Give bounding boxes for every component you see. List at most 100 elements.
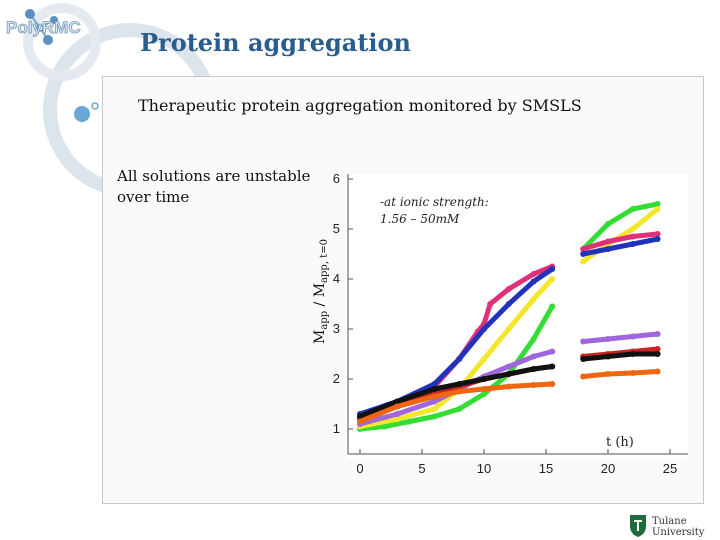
y-tick-label-1: 2 [333, 371, 340, 386]
series-green-point-0-1 [381, 423, 388, 430]
x-tick-label-1: 5 [418, 461, 425, 476]
x-tick-label-0: 0 [356, 461, 363, 476]
deco-dot-left [74, 106, 90, 122]
slide-subtitle: Therapeutic protein aggregation monitore… [138, 96, 582, 115]
series-purple-line-1 [580, 331, 661, 344]
series-orange-point-0-3 [456, 388, 463, 395]
y-tick-label-4: 5 [333, 221, 340, 236]
series-blue-point-1-2 [629, 241, 636, 247]
chart-annotation-line-2: 1.56 – 50mM [380, 212, 460, 226]
x-tick-label-2: 10 [477, 461, 491, 476]
series-purple-point-0-2 [431, 398, 438, 405]
series-red-point-1-3 [654, 346, 661, 352]
series-green-point-1-2 [629, 206, 636, 212]
x-tick-label-3: 15 [539, 461, 553, 476]
series-black-point-1-1 [605, 353, 611, 360]
series-yellow-point-0-6 [530, 296, 537, 302]
series-blue-point-1-0 [580, 251, 587, 257]
series-magenta-point-1-0 [580, 246, 587, 252]
note-text: All solutions are unstable over time [117, 166, 317, 208]
series-layer [357, 201, 661, 432]
series-green-point-0-7 [530, 336, 537, 342]
y-axis-label: Mapp / Mapp, t=0 [312, 239, 330, 344]
series-blue-point-0-2 [431, 381, 438, 387]
series-purple-point-0-6 [530, 353, 537, 360]
series-purple-point-1-1 [605, 336, 611, 342]
series-yellow-point-1-2 [629, 226, 636, 232]
series-magenta-point-1-1 [605, 238, 611, 245]
y-tick-label-3: 4 [333, 271, 340, 286]
axis-ticks: 0 5 10 15 20 25 1 2 3 4 5 6 [333, 171, 677, 476]
series-purple-point-0-7 [549, 348, 556, 355]
series-magenta-point-0-7 [505, 286, 512, 292]
series-orange-point-1-0 [580, 373, 587, 380]
note-line-2: over time [117, 188, 190, 206]
y-label-mid: / M [312, 283, 328, 311]
y-tick-label-5: 6 [333, 171, 340, 186]
series-black-point-1-2 [629, 351, 636, 357]
series-yellow-point-0-2 [431, 406, 438, 412]
polyrmc-logo: PolyRMC [6, 9, 81, 45]
series-blue-point-0-7 [549, 266, 556, 272]
series-green-point-0-4 [456, 406, 463, 412]
series-green-point-1-1 [605, 221, 611, 227]
series-orange-point-0-4 [481, 386, 487, 392]
series-black-line-0 [357, 364, 555, 419]
series-yellow-point-0-5 [505, 326, 512, 332]
tulane-logo-line-2: University [652, 527, 705, 538]
series-green-point-0-5 [481, 391, 487, 397]
deco-dot-small [91, 102, 99, 110]
series-blue-point-0-4 [481, 326, 487, 332]
series-orange-point-1-1 [605, 371, 611, 377]
deco-ring-small [23, 3, 101, 81]
series-black [357, 351, 661, 420]
y-label-main: M [312, 330, 328, 344]
series-orange-line-1 [580, 369, 661, 379]
series-orange [357, 368, 661, 425]
series-blue-point-1-1 [605, 246, 611, 252]
series-magenta-point-1-3 [654, 231, 661, 237]
molecule-icon [25, 9, 58, 45]
series-green-point-0-3 [431, 413, 438, 420]
series-blue-line-1 [580, 236, 661, 257]
series-magenta-point-0-8 [530, 271, 537, 277]
series-yellow-point-0-1 [394, 416, 401, 422]
series-magenta-point-0-6 [487, 301, 494, 307]
note-line-1: All solutions are unstable [117, 167, 311, 185]
series-orange-point-1-2 [629, 370, 636, 376]
series-purple-point-0-5 [505, 363, 512, 370]
series-yellow-point-0-4 [481, 356, 487, 362]
series-black-point-1-3 [654, 351, 661, 357]
series-black-point-0-6 [530, 366, 537, 372]
series-orange-line-0 [357, 381, 555, 424]
series-orange-point-1-3 [654, 368, 661, 375]
y-label-sub-1: app [319, 311, 330, 330]
series-orange-point-0-1 [394, 403, 401, 410]
series-blue-point-0-3 [456, 356, 463, 362]
aggregation-chart: 0 5 10 15 20 25 1 2 3 4 5 6 -at ionic strength: 1.5… [312, 171, 688, 476]
series-black-point-0-5 [505, 371, 512, 377]
y-tick-label-2: 3 [333, 321, 340, 336]
series-yellow-point-1-3 [654, 206, 661, 212]
series-black-point-0-4 [481, 376, 487, 382]
series-black-point-0-0 [357, 413, 363, 420]
y-tick-label-0: 1 [333, 421, 340, 436]
series-orange-point-0-6 [530, 382, 537, 388]
series-black-point-0-1 [394, 398, 401, 405]
series-blue-point-0-6 [530, 278, 537, 285]
series-orange-point-0-5 [505, 383, 512, 390]
x-axis-label: t (h) [606, 435, 634, 450]
series-blue-point-0-5 [505, 301, 512, 307]
x-tick-label-5: 25 [663, 461, 677, 476]
series-magenta-line-1 [580, 231, 661, 252]
series-purple-point-1-3 [654, 331, 661, 337]
series-purple-point-1-0 [580, 338, 587, 345]
series-black-point-0-3 [456, 381, 463, 387]
series-orange-point-0-0 [357, 418, 363, 425]
series-black-line-1 [580, 351, 661, 362]
series-green-point-1-3 [654, 201, 661, 207]
series-yellow-line-0 [357, 276, 555, 429]
tulane-logo: Tulane University [630, 515, 705, 538]
series-purple-point-1-2 [629, 333, 636, 340]
logo-text: PolyRMC [6, 18, 81, 37]
